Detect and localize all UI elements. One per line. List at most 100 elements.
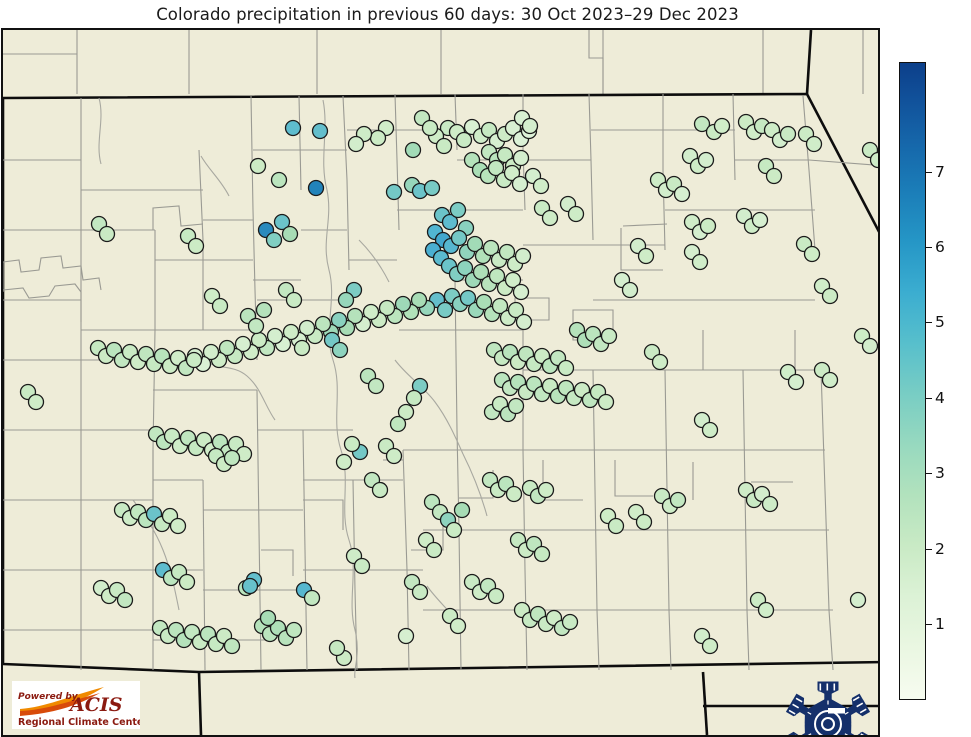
precip-point bbox=[265, 231, 283, 249]
neighbor-county-lines bbox=[3, 30, 864, 94]
precip-point bbox=[669, 491, 687, 509]
precip-point bbox=[293, 339, 311, 357]
precip-point bbox=[411, 583, 429, 601]
map-canvas bbox=[3, 30, 878, 735]
precip-point bbox=[849, 591, 867, 609]
precip-point bbox=[821, 371, 839, 389]
precip-point bbox=[693, 115, 711, 133]
colorbar-gradient bbox=[899, 62, 926, 700]
precip-point bbox=[98, 225, 116, 243]
precip-point bbox=[512, 149, 530, 167]
precip-point bbox=[249, 157, 267, 175]
precip-point bbox=[480, 121, 498, 139]
colorbar-tick-label: 3 bbox=[935, 464, 945, 482]
precip-point bbox=[335, 453, 353, 471]
precip-point bbox=[169, 517, 187, 535]
precip-point bbox=[597, 393, 615, 411]
precip-point bbox=[266, 327, 284, 345]
precip-point bbox=[757, 601, 775, 619]
precip-point bbox=[449, 617, 467, 635]
precip-point bbox=[861, 337, 878, 355]
precip-point bbox=[378, 299, 396, 317]
precip-point bbox=[673, 185, 691, 203]
precip-point bbox=[347, 135, 365, 153]
colorbar-tick-label: 2 bbox=[935, 540, 945, 558]
precip-point bbox=[303, 589, 321, 607]
precip-point bbox=[515, 313, 533, 331]
precip-point bbox=[328, 639, 346, 657]
precip-point bbox=[600, 327, 618, 345]
precip-point bbox=[423, 179, 441, 197]
precip-point bbox=[404, 141, 422, 159]
precip-point bbox=[699, 217, 717, 235]
precip-point bbox=[491, 297, 509, 315]
precip-point bbox=[330, 311, 348, 329]
precip-point bbox=[557, 359, 575, 377]
precip-point bbox=[367, 377, 385, 395]
precip-point bbox=[410, 291, 428, 309]
precip-point bbox=[441, 213, 459, 231]
precip-point bbox=[512, 283, 530, 301]
acis-powered-by: Powered by bbox=[18, 692, 79, 702]
precip-point bbox=[498, 243, 516, 261]
precip-point bbox=[472, 263, 490, 281]
page-title: Colorado precipitation in previous 60 da… bbox=[156, 4, 739, 24]
precip-point bbox=[621, 281, 639, 299]
colorbar-tick-mark bbox=[926, 624, 932, 625]
colorbar-tick-label: 7 bbox=[935, 163, 945, 181]
precip-point bbox=[394, 295, 412, 313]
precip-point bbox=[503, 164, 521, 182]
precip-point bbox=[285, 621, 303, 639]
precip-point bbox=[343, 435, 361, 453]
colorbar-tick-mark bbox=[926, 398, 932, 399]
precip-point bbox=[353, 557, 371, 575]
precip-point bbox=[337, 291, 355, 309]
precip-point bbox=[504, 119, 522, 137]
precip-point bbox=[116, 591, 134, 609]
precip-point bbox=[701, 637, 719, 655]
precip-point bbox=[331, 341, 349, 359]
precip-point bbox=[779, 125, 797, 143]
precip-point bbox=[282, 323, 300, 341]
precip-point bbox=[247, 317, 265, 335]
precip-point bbox=[537, 481, 555, 499]
colorbar-tick-mark bbox=[926, 473, 932, 474]
colorbar-tick-mark bbox=[926, 322, 932, 323]
precip-point bbox=[466, 235, 484, 253]
precip-point bbox=[504, 271, 522, 289]
precip-point bbox=[285, 291, 303, 309]
precip-point bbox=[821, 287, 839, 305]
precip-point bbox=[307, 179, 325, 197]
precip-point bbox=[397, 403, 415, 421]
precip-point bbox=[284, 119, 302, 137]
precip-point bbox=[223, 637, 241, 655]
precip-point bbox=[211, 297, 229, 315]
precip-point bbox=[803, 245, 821, 263]
precip-point bbox=[507, 397, 525, 415]
colorbar: 7 6 5 4 3 2 1 bbox=[899, 62, 945, 700]
precip-point bbox=[425, 541, 443, 559]
precip-point bbox=[567, 205, 585, 223]
precip-point bbox=[651, 353, 669, 371]
precip-point bbox=[482, 239, 500, 257]
precip-point bbox=[255, 301, 273, 319]
precip-point bbox=[421, 119, 439, 137]
precip-point bbox=[234, 335, 252, 353]
precip-point bbox=[178, 573, 196, 591]
precip-point bbox=[346, 307, 364, 325]
precip-point bbox=[281, 225, 299, 243]
precip-point bbox=[541, 209, 559, 227]
colorbar-tick-label: 4 bbox=[935, 389, 945, 407]
colorbar-tick-label: 6 bbox=[935, 238, 945, 256]
precip-point bbox=[691, 253, 709, 271]
precip-point bbox=[187, 237, 205, 255]
precip-point bbox=[751, 211, 769, 229]
precip-point bbox=[436, 301, 454, 319]
precip-point bbox=[787, 373, 805, 391]
precip-point bbox=[475, 293, 493, 311]
precip-point bbox=[455, 131, 473, 149]
precip-point bbox=[521, 117, 539, 135]
precip-point bbox=[273, 213, 291, 231]
precip-point bbox=[405, 389, 423, 407]
precip-point bbox=[607, 517, 625, 535]
